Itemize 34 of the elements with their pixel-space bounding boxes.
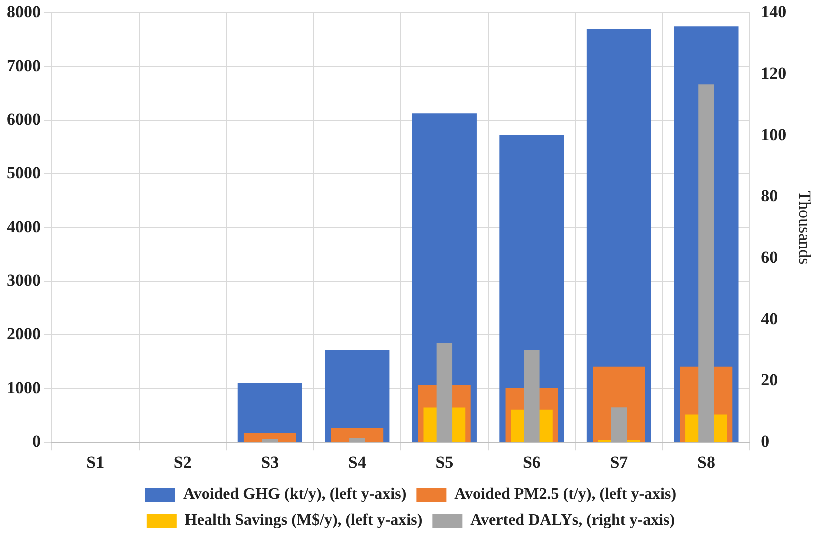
x-tick-label: S2 bbox=[174, 453, 192, 472]
y-tick-label: 7000 bbox=[7, 56, 41, 76]
y2-tick-label: 20 bbox=[761, 370, 778, 390]
y-tick-label: 2000 bbox=[7, 324, 41, 344]
y-tick-label: 4000 bbox=[7, 217, 41, 236]
x-tick-label: S1 bbox=[86, 453, 105, 472]
x-tick-label: S3 bbox=[261, 453, 280, 472]
y2-tick-label: 100 bbox=[761, 125, 787, 144]
legend-label: Avoided GHG (kt/y), (left y-axis) bbox=[183, 486, 407, 504]
x-tick-label: S4 bbox=[348, 453, 367, 472]
legend-label: Avoided PM2.5 (t/y), (left y-axis) bbox=[454, 486, 677, 504]
y-tick-label: 0 bbox=[32, 432, 41, 451]
y-tick-label: 1000 bbox=[7, 378, 41, 398]
y-tick-label: 8000 bbox=[7, 2, 41, 22]
x-tick-label: S5 bbox=[436, 453, 454, 472]
bar bbox=[244, 433, 296, 442]
y-tick-label: 5000 bbox=[7, 164, 41, 183]
legend-label: Health Savings (M$/y), (left y-axis) bbox=[184, 512, 423, 530]
y2-tick-label: 140 bbox=[761, 2, 787, 22]
y2-tick-label: 120 bbox=[761, 64, 787, 83]
y-tick-label: 6000 bbox=[7, 110, 41, 129]
x-tick-label: S8 bbox=[697, 453, 716, 472]
y2-tick-label: 0 bbox=[761, 432, 770, 451]
y-tick-label: 3000 bbox=[7, 270, 41, 290]
y2-tick-label: 80 bbox=[761, 186, 778, 206]
y2-tick-label: 60 bbox=[761, 248, 778, 267]
legend-label: Averted DALYs, (right y-axis) bbox=[470, 512, 676, 530]
x-tick-label: S7 bbox=[610, 453, 629, 472]
bar bbox=[350, 438, 366, 443]
y2-tick-label: 40 bbox=[761, 309, 778, 328]
bar bbox=[262, 440, 278, 443]
bar bbox=[331, 428, 384, 442]
y2-axis-title: Thousands bbox=[795, 191, 814, 265]
x-tick-label: S6 bbox=[522, 453, 541, 472]
